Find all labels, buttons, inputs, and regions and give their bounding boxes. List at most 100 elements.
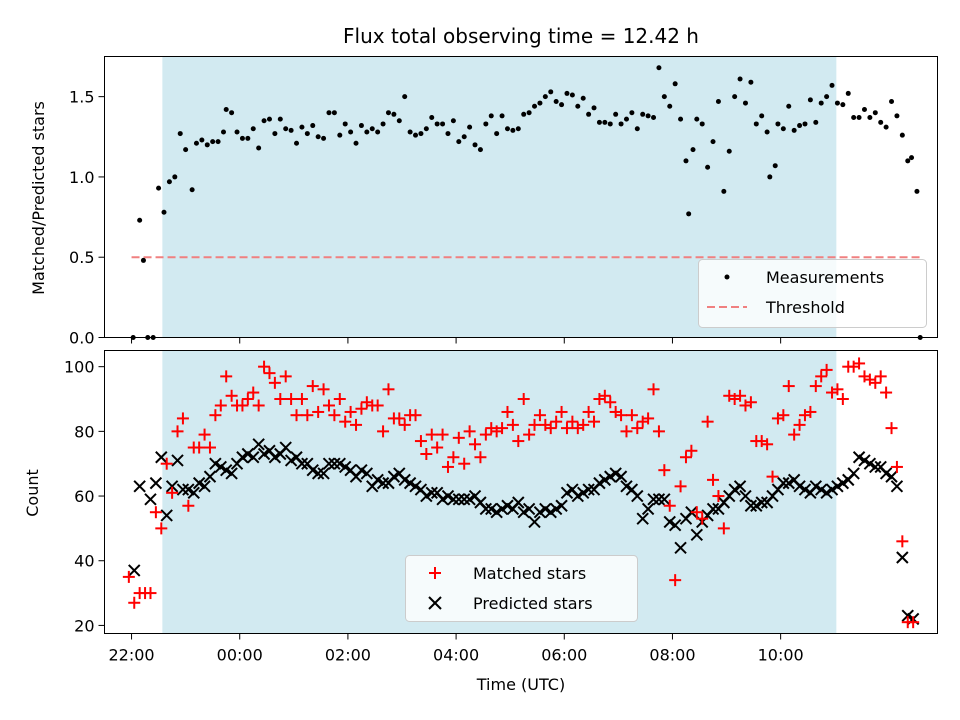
data-point: [690, 147, 696, 153]
data-point: [156, 185, 162, 191]
plot-frame-top: [104, 56, 938, 338]
data-point: [615, 409, 628, 422]
data-point: [890, 460, 903, 473]
data-point: [425, 428, 438, 441]
data-point: [137, 217, 143, 223]
data-point: [625, 409, 638, 422]
data-point: [149, 506, 162, 519]
data-point: [753, 121, 759, 127]
data-point: [899, 132, 905, 138]
data-point: [331, 110, 337, 116]
data-point: [250, 126, 256, 132]
data-point: [215, 139, 221, 145]
data-point: [544, 422, 557, 435]
data-point: [575, 103, 581, 109]
data-point: [647, 383, 660, 396]
chart-title: Flux total observing time = 12.42 h: [343, 24, 699, 48]
data-point: [528, 515, 541, 529]
data-point: [690, 506, 703, 519]
data-point: [614, 470, 628, 483]
data-point: [236, 399, 249, 412]
x-axis-title: Time (UTC): [476, 675, 565, 694]
data-point: [193, 441, 206, 454]
data-point: [883, 124, 889, 130]
data-point: [360, 467, 374, 480]
data-point: [586, 111, 592, 117]
data-point: [283, 126, 289, 132]
data-point: [651, 115, 657, 121]
data-point: [214, 399, 227, 412]
data-point: [299, 124, 305, 130]
data-point: [744, 499, 758, 512]
data-point: [377, 425, 390, 438]
y-tick-label: 100: [64, 358, 95, 377]
data-point: [456, 139, 462, 145]
data-point: [457, 493, 471, 506]
data-point: [295, 393, 308, 406]
data-point: [707, 473, 720, 486]
y-tick-label: 80: [74, 422, 94, 441]
data-point: [414, 435, 427, 448]
panel-count: 20 40 60 80 100 Count Matched stars Predicte…: [23, 350, 938, 635]
data-point: [160, 457, 173, 470]
data-point: [172, 174, 178, 180]
data-point: [620, 425, 633, 438]
data-point: [499, 113, 505, 119]
data-point: [268, 376, 281, 389]
data-point: [494, 131, 500, 137]
data-point: [647, 493, 660, 506]
data-point: [380, 121, 386, 127]
data-point: [295, 457, 309, 470]
data-point: [845, 90, 851, 96]
data-point: [629, 110, 635, 116]
legend-label-predicted: Predicted stars: [473, 594, 593, 613]
data-point: [447, 451, 460, 464]
data-point: [555, 499, 568, 512]
data-point: [517, 393, 530, 406]
data-point: [739, 489, 752, 503]
data-point: [818, 100, 824, 106]
data-point: [674, 480, 687, 493]
data-point: [171, 425, 184, 438]
data-point: [652, 425, 665, 438]
data-point: [878, 119, 884, 125]
y-axis-count: 20 40 60 80 100: [64, 358, 105, 635]
data-point: [203, 441, 216, 454]
data-point: [896, 551, 909, 564]
data-point: [553, 98, 559, 104]
data-point: [223, 106, 229, 112]
data-point: [658, 464, 671, 477]
data-point: [777, 476, 790, 490]
data-point: [339, 415, 352, 428]
data-point: [348, 129, 354, 135]
data-point: [256, 145, 262, 151]
panel-ratio: 0.0 0.5 1.0 1.5 Matched/Predicted stars Mea…: [29, 56, 938, 348]
series-measurements: [130, 65, 923, 340]
data-point: [580, 95, 586, 101]
data-point: [261, 118, 267, 124]
data-point: [809, 380, 822, 393]
data-point: [791, 127, 797, 133]
data-point: [696, 512, 709, 525]
x-axis: 22:00 00:00 02:00 04:00 06:00 08:00 10:00: [108, 337, 804, 665]
data-point: [856, 115, 862, 121]
data-point: [353, 140, 359, 146]
data-point: [755, 496, 768, 509]
data-point: [885, 422, 898, 435]
data-point: [161, 209, 167, 215]
data-point: [598, 389, 611, 402]
y-tick-label: 1.5: [69, 88, 94, 107]
data-point: [440, 121, 446, 127]
legend-label-measurements: Measurements: [766, 268, 884, 287]
data-point: [815, 370, 828, 383]
data-point: [775, 121, 781, 127]
data-point: [322, 399, 335, 412]
data-point: [577, 418, 590, 431]
data-point: [382, 383, 395, 396]
data-point: [522, 502, 536, 516]
data-point: [613, 111, 619, 117]
data-point: [371, 399, 384, 412]
data-point: [290, 409, 303, 422]
data-point: [548, 89, 554, 95]
data-point: [304, 131, 310, 137]
